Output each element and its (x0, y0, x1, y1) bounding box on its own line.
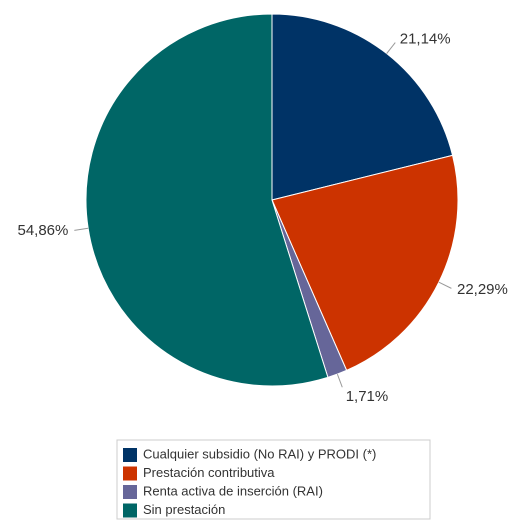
pie-slice (271, 13, 454, 201)
leader-line (336, 373, 343, 388)
pie-slice (85, 13, 329, 387)
leader-line (74, 227, 89, 231)
data-label: 54,86% (17, 222, 68, 239)
pie-slice (271, 154, 459, 372)
legend-label: Cualquier subsidio (No RAI) y PRODI (*) (143, 446, 376, 461)
data-label: 22,29% (457, 281, 508, 298)
legend-box (116, 439, 431, 520)
legend-swatch (123, 503, 137, 518)
legend-swatch (123, 466, 137, 481)
legend-label: Prestación contributiva (143, 465, 275, 480)
legend-swatch (123, 485, 137, 499)
leader-line (438, 281, 452, 289)
legend-swatch (123, 448, 137, 462)
data-label: 21,14% (400, 30, 451, 47)
leader-line (386, 42, 396, 54)
legend-label: Renta activa de inserción (RAI) (143, 483, 323, 498)
legend-label: Sin prestación (143, 502, 225, 517)
data-label: 1,71% (346, 388, 389, 405)
